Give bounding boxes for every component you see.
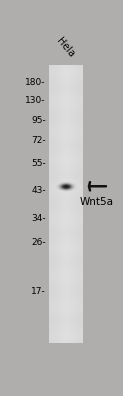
- Text: 17-: 17-: [31, 287, 46, 296]
- Text: Wnt5a: Wnt5a: [80, 197, 114, 207]
- Text: 130-: 130-: [25, 96, 46, 105]
- Text: 95-: 95-: [31, 116, 46, 125]
- Text: 43-: 43-: [31, 187, 46, 195]
- Text: Hela: Hela: [54, 36, 76, 60]
- Text: 72-: 72-: [31, 136, 46, 145]
- Text: 180-: 180-: [25, 78, 46, 87]
- Text: 34-: 34-: [31, 214, 46, 223]
- Text: 26-: 26-: [31, 238, 46, 247]
- Text: 55-: 55-: [31, 159, 46, 168]
